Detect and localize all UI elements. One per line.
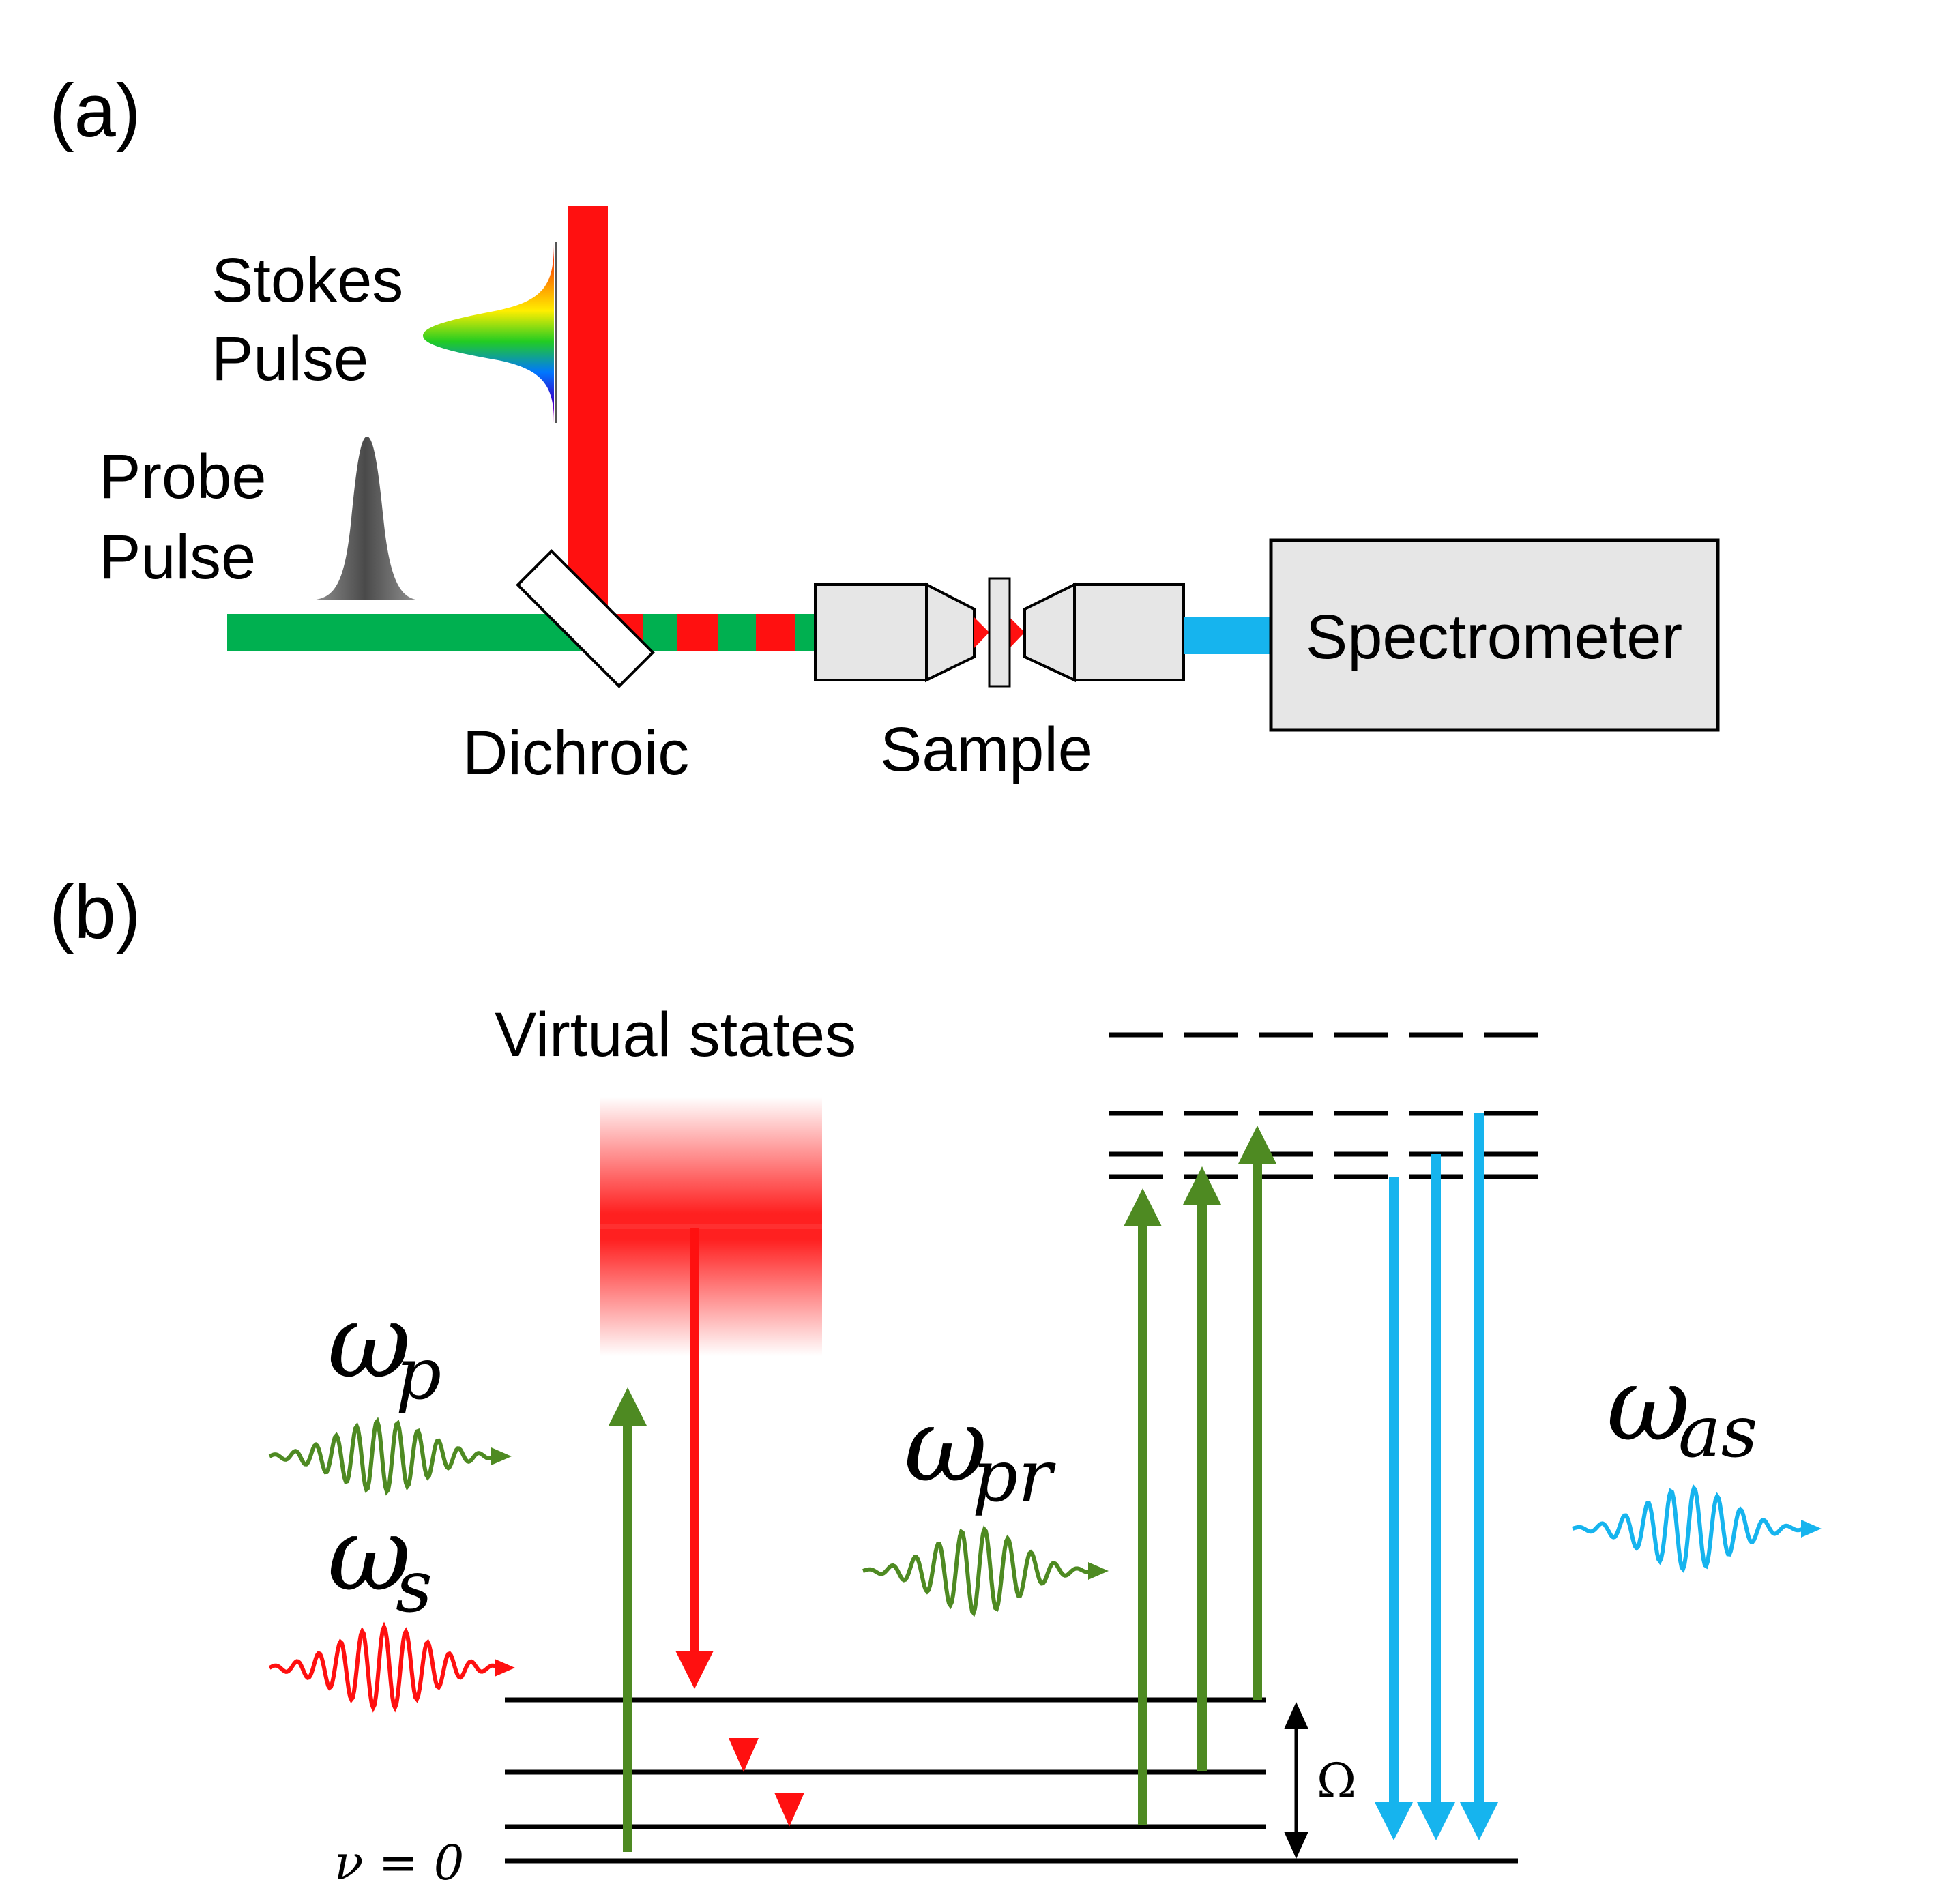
omega-p-symbol: ω xyxy=(327,1282,411,1401)
omega-pr-subscript: pr xyxy=(972,1435,1056,1518)
anti-stokes-wave xyxy=(1572,1484,1805,1574)
probe-label-1: Probe xyxy=(99,442,267,512)
probe-beam xyxy=(227,614,596,651)
focus-cone-left xyxy=(974,617,989,648)
probe-wave xyxy=(862,1525,1092,1617)
probe-wave-arrowhead xyxy=(1088,1562,1109,1580)
objective-left-tip xyxy=(925,582,976,683)
stokes-wave xyxy=(268,1621,499,1713)
omega-p-subscript: p xyxy=(396,1332,441,1415)
stokes-pulse-shape xyxy=(423,242,554,423)
stokes-label-1: Stokes xyxy=(211,246,403,315)
probe-label-2: Pulse xyxy=(99,523,256,592)
raman-shift-label: Ω xyxy=(1317,1753,1356,1809)
combined-beam xyxy=(596,614,815,651)
stokes-arrow-2-head xyxy=(729,1738,759,1772)
objective-right-body xyxy=(1073,583,1185,681)
panel-b-label: (b) xyxy=(49,870,141,954)
spectrometer-box xyxy=(1269,538,1720,732)
vibrational-levels xyxy=(505,1697,1518,1864)
stokes-beam xyxy=(568,206,608,621)
objective-right-tip xyxy=(1023,582,1076,683)
anti-stokes-wave-arrowhead xyxy=(1801,1520,1822,1538)
raman-shift-arrow-top xyxy=(1284,1702,1308,1729)
sample-label: Sample xyxy=(880,715,1093,784)
dichroic-mirror xyxy=(516,549,655,688)
dichroic-label: Dichroic xyxy=(463,718,689,788)
omega-s-symbol: ω xyxy=(327,1495,411,1614)
anti-stokes-beam xyxy=(1184,617,1271,654)
virtual-states-label: Virtual states xyxy=(495,1000,856,1070)
sample-slide xyxy=(988,577,1011,688)
raman-shift-arrow-bottom xyxy=(1284,1832,1308,1859)
probe-pulse-shape xyxy=(307,437,423,600)
stokes-wave-arrowhead xyxy=(495,1659,515,1677)
omega-pr-symbol: ω xyxy=(904,1386,987,1505)
pump-wave xyxy=(268,1417,496,1496)
focus-cone-right xyxy=(1010,617,1025,648)
omega-as-symbol: ω xyxy=(1607,1345,1690,1464)
ground-state-label: ν = 0 xyxy=(334,1835,464,1891)
pump-wave-arrowhead xyxy=(491,1447,512,1465)
panel-a-label: (a) xyxy=(49,69,141,153)
stokes-label-2: Pulse xyxy=(211,324,368,394)
omega-s-subscript: s xyxy=(396,1545,433,1628)
objective-left-body xyxy=(814,583,928,681)
spectrometer-label: Spectrometer xyxy=(1306,602,1682,672)
stokes-arrow-3-head xyxy=(774,1793,804,1827)
omega-as-subscript: as xyxy=(1678,1390,1757,1473)
